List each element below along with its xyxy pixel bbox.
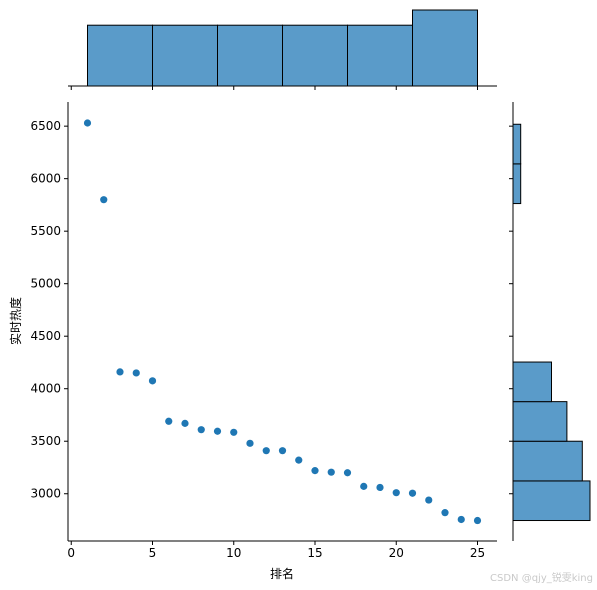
marginal-x-bar	[152, 24, 218, 87]
scatter-point	[425, 496, 433, 504]
y-tick-label: 3000	[30, 487, 61, 501]
y-tick-label: 5500	[30, 224, 61, 238]
y-tick-label: 6000	[30, 172, 61, 186]
x-tick-label: 10	[226, 546, 241, 560]
y-tick-label: 5000	[30, 277, 61, 291]
marginal-y-bar	[512, 480, 591, 522]
scatter-point	[360, 482, 368, 490]
y-tick-label: 3500	[30, 434, 61, 448]
scatter-point	[83, 119, 92, 127]
scatter-point	[230, 428, 238, 436]
x-tick-label: 15	[307, 546, 322, 560]
marginal-y-bar	[512, 401, 568, 442]
x-tick-label: 25	[470, 546, 485, 560]
scatter-point	[441, 509, 449, 517]
scatter-point	[100, 196, 108, 204]
scatter-point	[116, 368, 124, 376]
scatter-point	[376, 483, 384, 492]
marginal-x-bar	[87, 24, 153, 87]
scatter-point	[392, 489, 400, 497]
y-tick-label: 6500	[30, 119, 61, 133]
scatter-point	[327, 468, 335, 476]
y-tick-label: 4500	[30, 329, 61, 343]
marginal-y-bar	[512, 163, 522, 205]
y-tick-label: 4000	[30, 382, 61, 396]
marginal-y-bar	[512, 123, 522, 165]
marginal-x-bar	[282, 24, 348, 87]
scatter-point	[181, 419, 189, 427]
scatter-point	[408, 489, 417, 497]
scatter-point	[343, 469, 352, 477]
scatter-point	[132, 369, 140, 377]
scatter-point	[197, 426, 205, 434]
marginal-x-bar	[412, 9, 478, 87]
scatter-point	[473, 516, 482, 525]
x-axis-label: 排名	[270, 566, 294, 581]
x-tick-label: 20	[389, 546, 404, 560]
scatter-point	[165, 417, 173, 425]
watermark: CSDN @qjy_锐雯king	[490, 573, 593, 584]
scatter-point	[148, 377, 157, 385]
scatter-point	[262, 447, 270, 455]
scatter-panel: 0 5 10 15 20 25 3000 3500 4000 4500 5000 5500 6000 65…	[30, 102, 497, 560]
scatter-point	[278, 447, 287, 455]
marginal-y-bar	[512, 440, 583, 482]
marginal-x-histogram	[68, 9, 497, 90]
marginal-x-bar	[217, 24, 283, 87]
x-tick-label: 5	[149, 546, 157, 560]
x-tick-label: 0	[67, 546, 75, 560]
scatter-point	[457, 515, 465, 524]
marginal-y-bar	[512, 361, 552, 403]
marginal-x-bar	[347, 24, 413, 87]
scatter-point	[295, 456, 303, 464]
scatter-point	[311, 467, 319, 475]
scatter-point	[246, 439, 254, 447]
y-axis-label: 实时热度	[8, 297, 23, 345]
marginal-y-histogram	[509, 102, 591, 541]
scatter-point	[213, 427, 222, 435]
